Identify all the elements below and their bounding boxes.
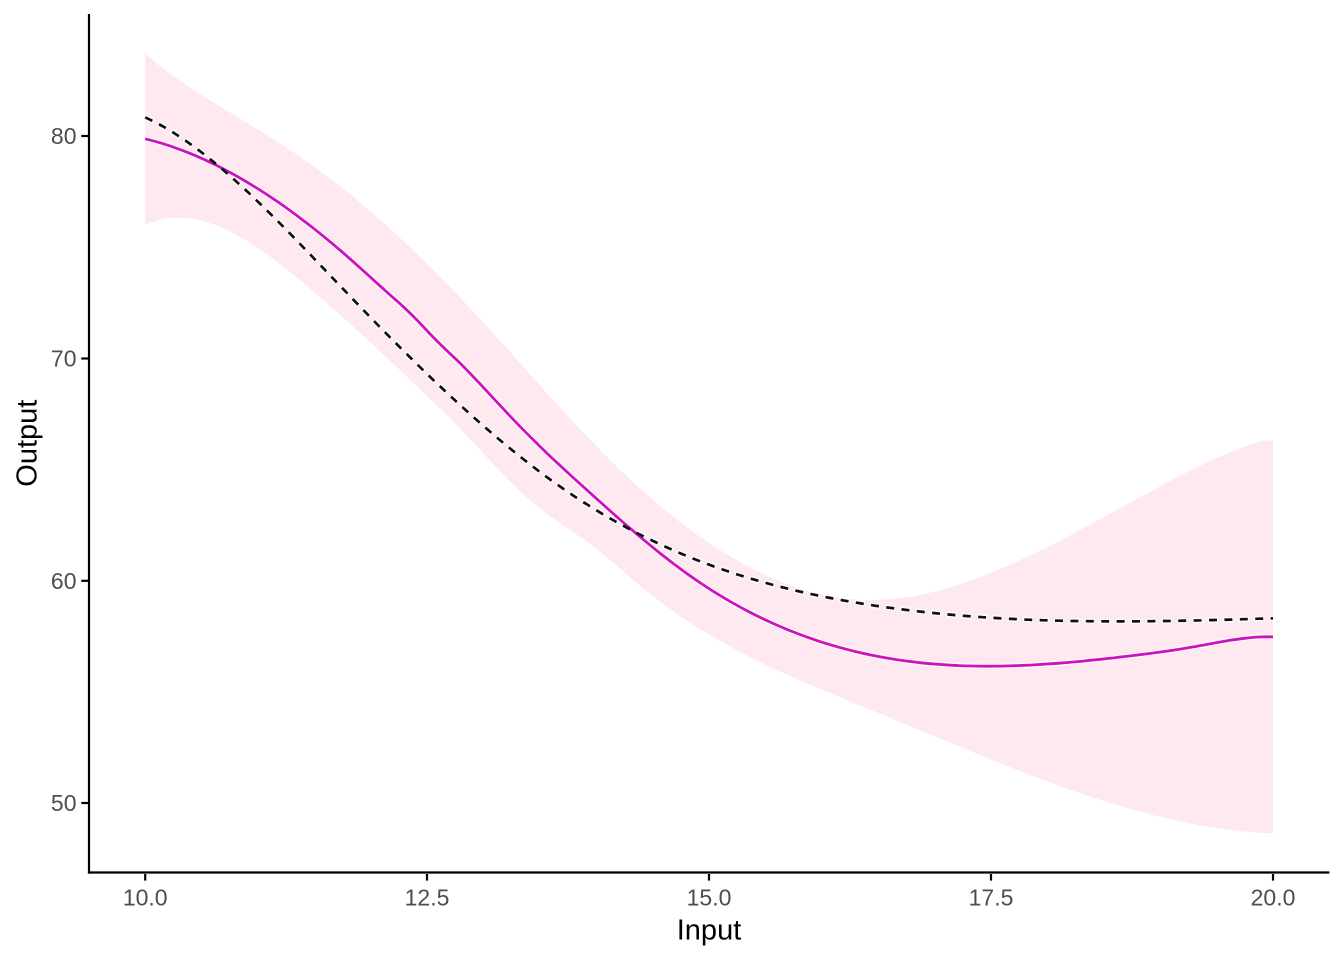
svg-text:10.0: 10.0 xyxy=(123,885,168,911)
svg-text:50: 50 xyxy=(51,790,77,816)
svg-text:80: 80 xyxy=(51,123,77,149)
svg-text:20.0: 20.0 xyxy=(1251,885,1296,911)
svg-text:Input: Input xyxy=(677,915,742,947)
svg-text:70: 70 xyxy=(51,346,77,372)
svg-text:12.5: 12.5 xyxy=(405,885,450,911)
svg-text:15.0: 15.0 xyxy=(687,885,732,911)
svg-text:Output: Output xyxy=(12,400,44,487)
svg-text:60: 60 xyxy=(51,568,77,594)
svg-text:17.5: 17.5 xyxy=(969,885,1014,911)
